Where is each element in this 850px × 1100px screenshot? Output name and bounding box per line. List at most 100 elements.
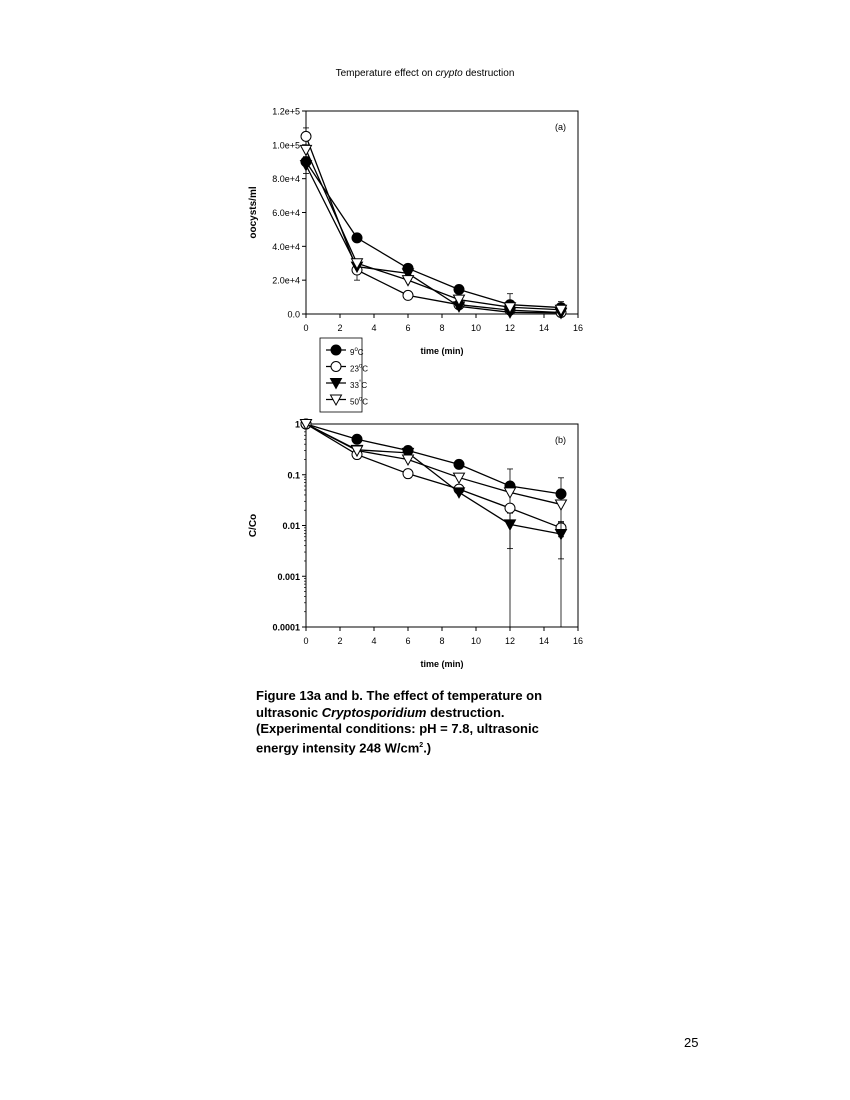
- panel-b-y-tick-label: 0.001: [277, 572, 300, 582]
- legend-label-value: 33: [350, 381, 359, 390]
- panel-b-x-tick-label: 14: [539, 636, 549, 646]
- panel-b-y-tick-label: 0.1: [287, 470, 300, 480]
- panel-a-y-tick-label: 1.2e+5: [272, 107, 300, 117]
- panel-b-point-filled-triangle-down: [554, 529, 568, 541]
- panel-b-point-open-circle: [504, 502, 516, 514]
- panel-b-y-tick-label: 0.01: [282, 521, 300, 531]
- panel-a-x-axis-label: time (min): [420, 346, 463, 356]
- panel-a-y-tick-label: 6.0e+4: [272, 208, 300, 218]
- caption-line-1: Figure 13a and b. The effect of temperat…: [256, 688, 543, 703]
- panel-a-point-filled-triangle-down: [401, 268, 415, 280]
- panel-a-panel-label: (a): [555, 122, 566, 132]
- panel-a-y-tick-label: 0.0: [287, 310, 300, 320]
- caption-line-4-start: energy intensity 248 W/cm: [256, 739, 420, 755]
- legend-label-unit: C: [362, 398, 368, 407]
- caption-line-4-end: .): [423, 739, 432, 755]
- panel-b-point-open-triangle-down: [299, 419, 313, 431]
- panel-a-x-tick-label: 16: [573, 323, 583, 333]
- panel-b-x-tick-label: 6: [405, 636, 410, 646]
- panel-b-x-axis-label: time (min): [420, 659, 463, 669]
- panel-b-point-open-triangle-down: [452, 472, 466, 485]
- legend-marker-open-triangle-down: [329, 394, 343, 407]
- legend-label: 23oC: [350, 364, 368, 374]
- panel-b-x-tick-label: 16: [573, 636, 583, 646]
- panel-a-x-tick-label: 2: [337, 323, 342, 333]
- page-number: 25: [684, 1035, 699, 1050]
- panel-b-plot-frame: [305, 423, 579, 628]
- caption-superscript: 2: [419, 741, 424, 749]
- legend-label-unit: C: [362, 365, 368, 374]
- panel-a-y-tick-label: 2.0e+4: [272, 276, 300, 286]
- panel-b-point-open-triangle-down: [503, 487, 517, 499]
- figure-caption: Figure 13a and b. The effect of temperat…: [256, 688, 586, 756]
- panel-a-plot-frame: [305, 110, 579, 315]
- panel-b-series-line-filled-circle: [305, 423, 562, 495]
- panel-a-point-open-triangle-down: [401, 275, 415, 287]
- title-text: Temperature effect on: [335, 68, 436, 79]
- panel-b-point-filled-triangle-down: [503, 519, 517, 531]
- panel-a-x-tick-label: 4: [371, 323, 376, 333]
- panel-b-panel-label: (b): [555, 435, 566, 445]
- panel-a-point-open-triangle-down: [503, 302, 517, 314]
- legend-label-degree: o: [354, 347, 358, 353]
- panel-b-series-line-open-circle: [305, 423, 562, 529]
- panel-b-x-tick-label: 8: [439, 636, 444, 646]
- panel-a-point-filled-circle: [351, 232, 363, 244]
- panel-a-point-open-triangle-down: [452, 294, 466, 307]
- panel-b-point-filled-triangle-down: [452, 487, 466, 499]
- panel-b-point-open-circle: [402, 468, 414, 480]
- panel-a-series-line-filled-triangle-down: [305, 164, 562, 314]
- panel-a-y-tick-label: 4.0e+4: [272, 242, 300, 252]
- panel-a-x-tick-label: 0: [303, 323, 308, 333]
- panel-b-x-tick-label: 2: [337, 636, 342, 646]
- legend-label-degree: o: [359, 364, 363, 370]
- panel-b-point-open-triangle-down: [350, 445, 364, 458]
- panel-a-point-open-triangle-down: [299, 144, 313, 157]
- panel-a-series-line-filled-circle: [305, 161, 562, 309]
- legend-label-degree: o: [359, 397, 363, 403]
- caption-italic-genus: Cryptosporidium: [321, 704, 427, 720]
- legend-marker-filled-triangle-down: [329, 378, 343, 390]
- panel-b-y-axis-label: C/Co: [248, 514, 259, 537]
- panel-b-point-filled-circle: [555, 488, 567, 500]
- panel-b-point-filled-circle: [351, 433, 363, 445]
- panel-b-series-line-open-triangle-down: [305, 423, 562, 506]
- panel-a-x-tick-label: 8: [439, 323, 444, 333]
- caption-line-4: energy intensity 248 W/cm2.): [256, 738, 586, 757]
- legend-label-unit: C: [358, 348, 364, 357]
- panel-a-series-group: [299, 127, 568, 320]
- panel-a-point-open-triangle-down: [554, 304, 568, 317]
- panel-a-point-filled-circle: [453, 283, 465, 295]
- legend-label-value: 9: [350, 348, 355, 357]
- panel-a-y-tick-label: 1.0e+5: [272, 140, 300, 150]
- title-text-end: destruction: [462, 68, 515, 79]
- panel-b-y-tick-label: 1: [295, 420, 300, 430]
- legend-label-degree: °: [359, 380, 362, 386]
- legend-label-value: 50: [350, 398, 359, 407]
- panel-a-x-tick-label: 12: [505, 323, 515, 333]
- caption-line-2-start: ultrasonic: [256, 704, 322, 720]
- legend-label: 33°C: [350, 380, 367, 390]
- panel-a-point-open-circle: [402, 289, 414, 301]
- panel-a-point-filled-triangle-down: [299, 160, 313, 172]
- panel-a-series-line-open-circle: [305, 136, 562, 314]
- legend-marker-filled-circle: [330, 344, 342, 356]
- panel-b-y-tick-label: 0.0001: [272, 623, 300, 633]
- panel-b-point-open-triangle-down: [554, 499, 568, 511]
- panel-b-point-filled-triangle-down: [401, 447, 415, 460]
- panel-b-x-tick-label: 4: [371, 636, 376, 646]
- panel-a-point-open-circle: [300, 130, 312, 142]
- caption-line-2: ultrasonic Cryptosporidium destruction.: [256, 705, 586, 722]
- legend-label-unit: C: [361, 381, 367, 390]
- legend-marker-open-circle: [330, 361, 342, 372]
- panel-b-series-line-filled-triangle-down: [305, 423, 562, 535]
- panel-a-y-axis-label: oocysts/ml: [248, 186, 259, 238]
- panel-b-x-tick-label: 0: [303, 636, 308, 646]
- panel-b-series-group: [299, 418, 568, 628]
- panel-a-x-tick-label: 6: [405, 323, 410, 333]
- panel-b-x-tick-label: 10: [471, 636, 481, 646]
- panel-a-point-open-triangle-down: [350, 258, 364, 270]
- panel-a-series-line-open-triangle-down: [305, 149, 562, 311]
- panel-a-x-tick-label: 14: [539, 323, 549, 333]
